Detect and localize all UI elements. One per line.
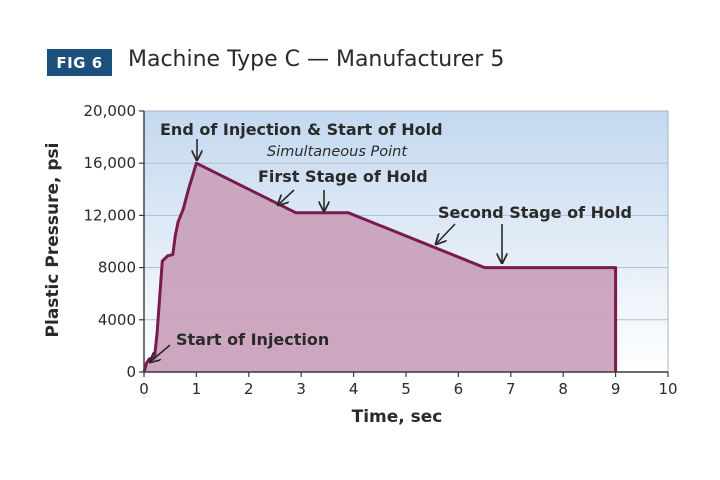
y-tick-label: 0	[126, 363, 136, 381]
y-tick-label: 4000	[98, 311, 136, 329]
x-tick-label: 0	[139, 380, 149, 398]
x-tick-label: 8	[558, 380, 568, 398]
y-tick-label: 8000	[98, 259, 136, 277]
x-tick-label: 4	[349, 380, 359, 398]
pressure-area	[144, 163, 616, 372]
x-tick-label: 3	[296, 380, 306, 398]
figure-title: Machine Type C — Manufacturer 5	[128, 47, 505, 72]
y-tick-label: 12,000	[84, 206, 137, 224]
x-axis-title: Time, sec	[352, 407, 443, 427]
annotation-second-stage: Second Stage of Hold	[438, 203, 632, 222]
annotation-start-of-injection: Start of Injection	[176, 330, 329, 349]
axes	[139, 110, 669, 377]
x-tick-label: 5	[401, 380, 411, 398]
x-tick-label: 2	[244, 380, 254, 398]
arrow-start-of-injection	[150, 344, 171, 362]
y-axis-title: Plastic Pressure, psi	[43, 143, 63, 338]
x-tick-labels: 0 1 2 3 4 5 6 7 8 9 10	[139, 380, 677, 398]
x-tick-label: 1	[192, 380, 202, 398]
arrow-first-stage-a	[278, 189, 295, 205]
x-tick-label: 10	[658, 380, 677, 398]
annotation-first-stage: First Stage of Hold	[258, 167, 428, 186]
y-tick-labels: 0 4000 8000 12,000 16,000 20,000	[84, 102, 137, 381]
x-tick-label: 9	[611, 380, 621, 398]
arrow-second-stage-a	[436, 223, 456, 244]
annotation-simultaneous-point: Simultaneous Point	[267, 144, 408, 160]
y-tick-label: 20,000	[84, 102, 137, 120]
annotation-end-of-injection: End of Injection & Start of Hold	[160, 120, 443, 139]
x-tick-label: 6	[454, 380, 464, 398]
y-tick-label: 16,000	[84, 154, 137, 172]
figure-badge: FIG 6	[47, 49, 112, 76]
x-tick-label: 7	[506, 380, 516, 398]
annotation-arrows	[150, 139, 502, 362]
